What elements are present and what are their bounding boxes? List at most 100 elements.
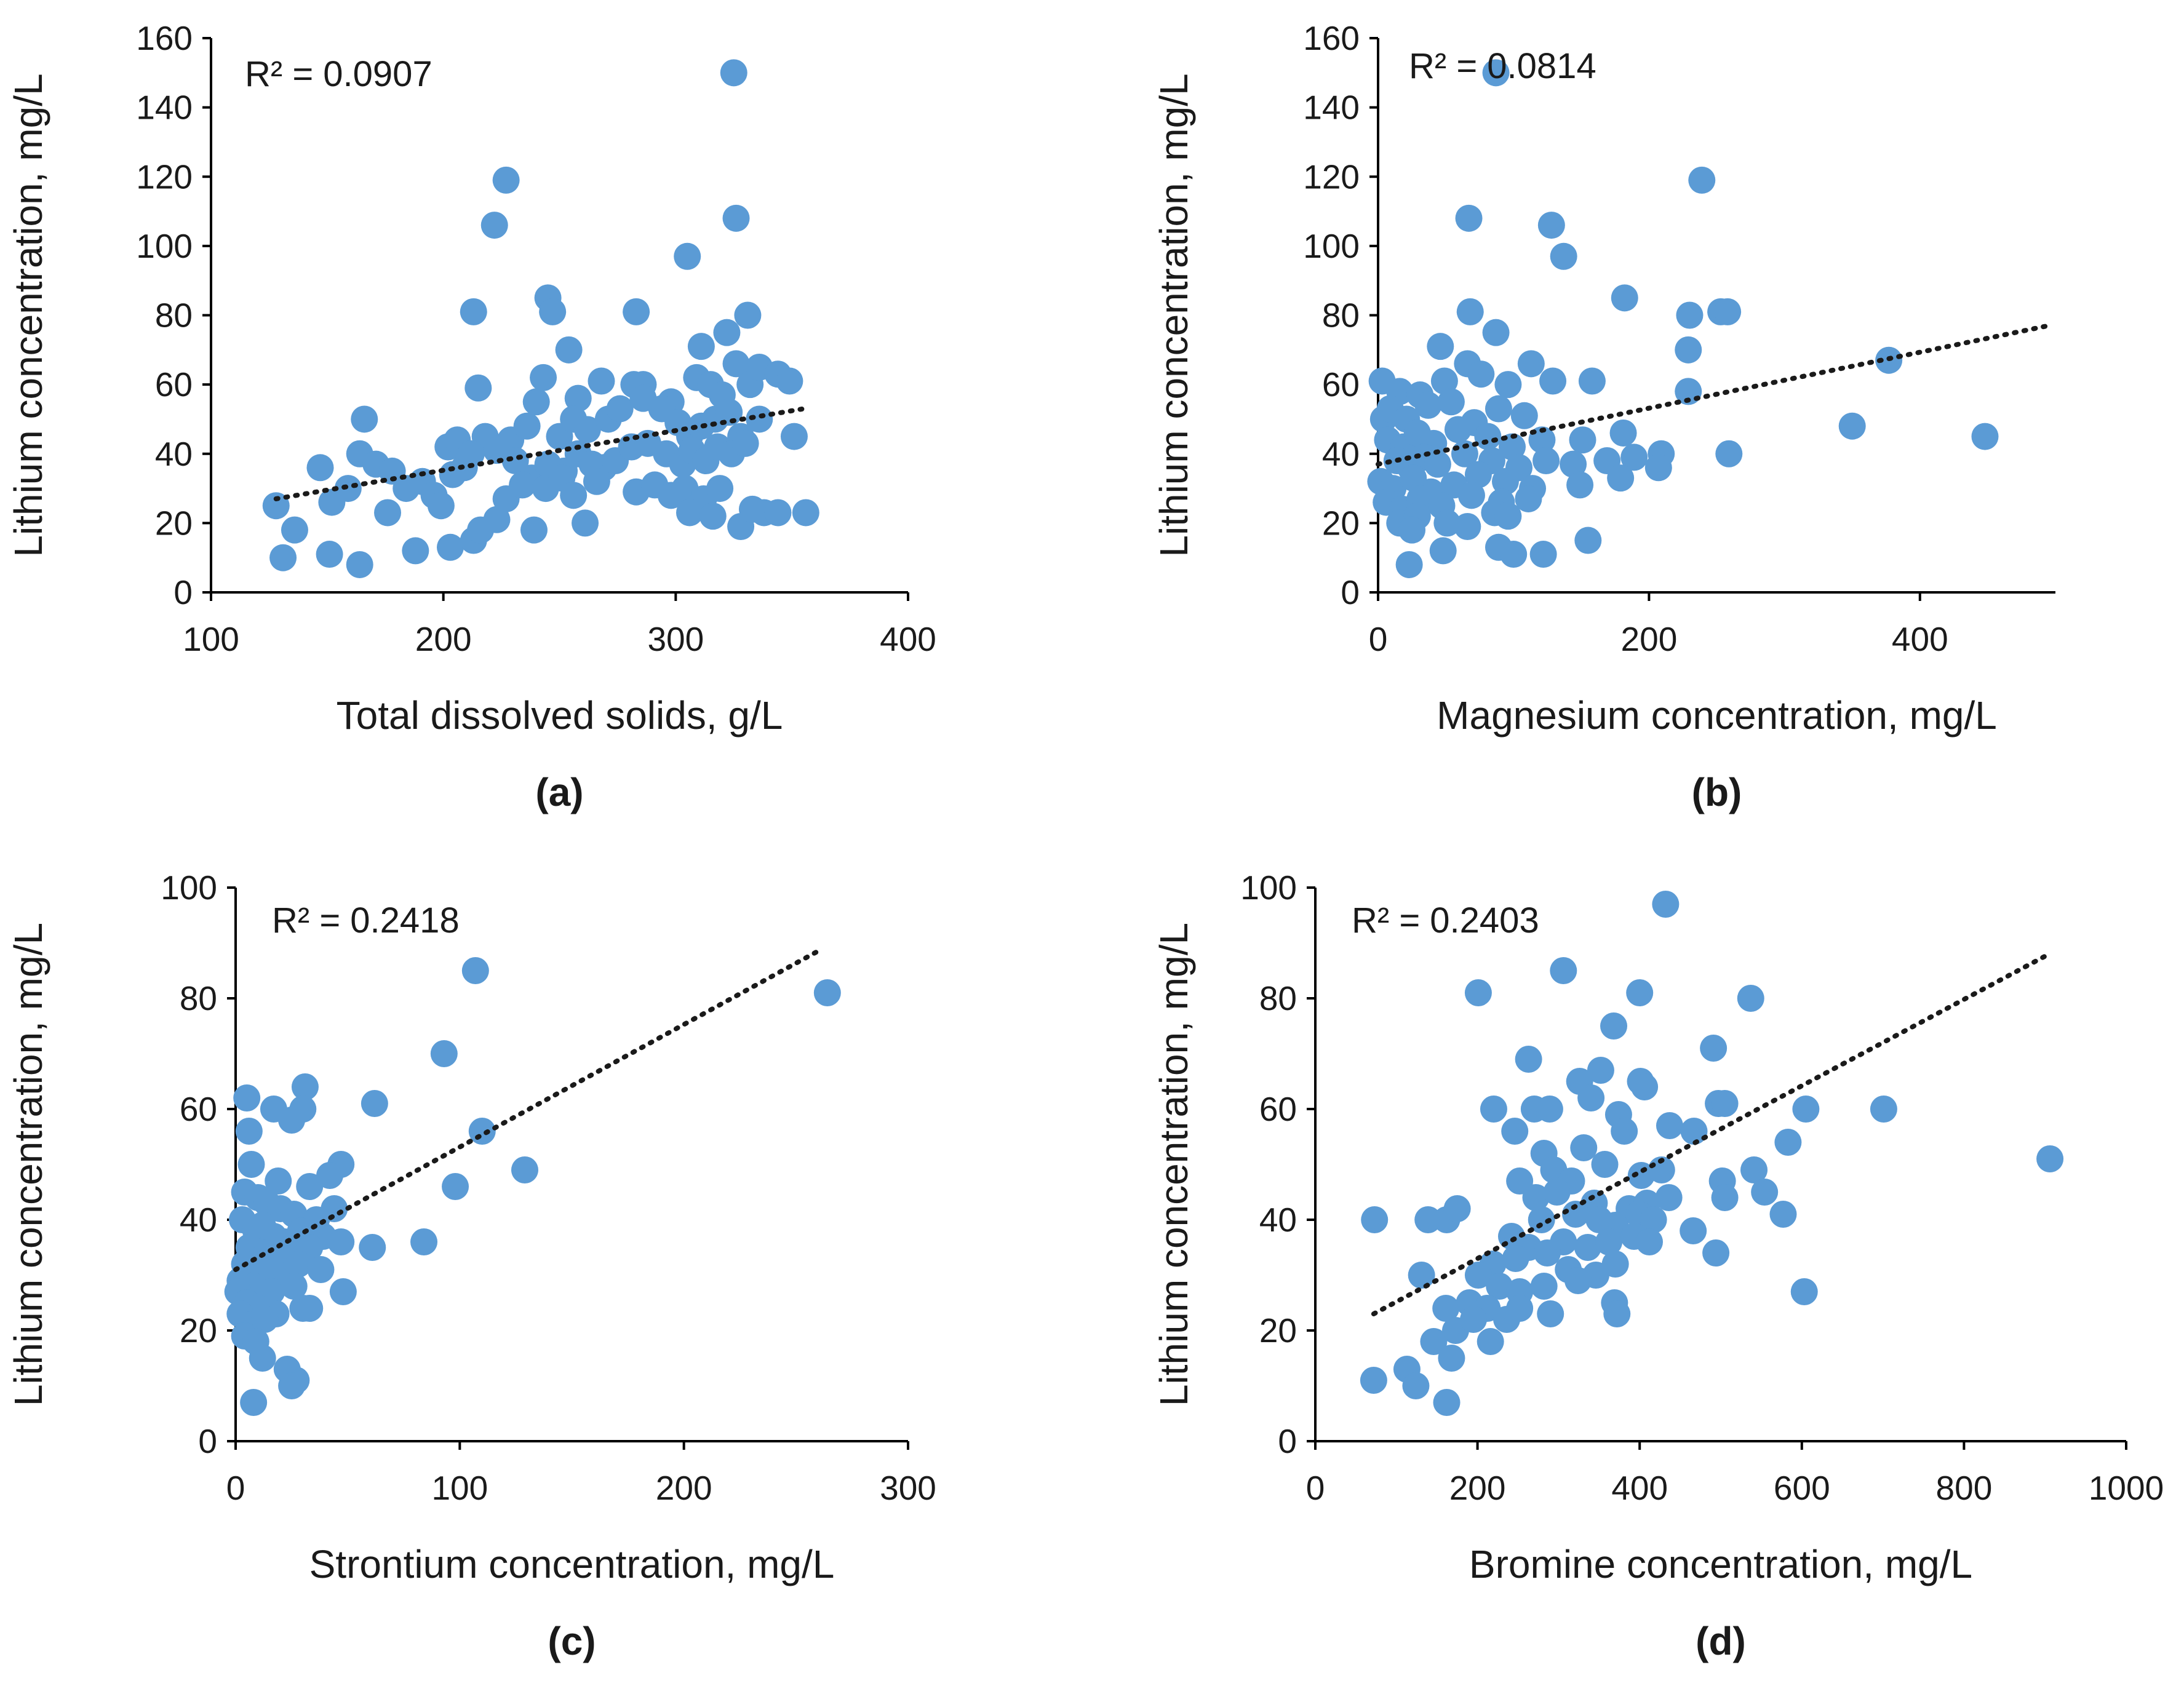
data-point bbox=[1532, 447, 1560, 475]
y-tick-label: 100 bbox=[161, 869, 217, 907]
data-point bbox=[583, 467, 610, 495]
data-point bbox=[316, 541, 343, 568]
y-tick-label: 80 bbox=[1259, 979, 1297, 1017]
data-point bbox=[1395, 551, 1423, 578]
data-point bbox=[1398, 516, 1426, 544]
data-point bbox=[1609, 419, 1637, 447]
data-point bbox=[1515, 485, 1542, 512]
data-point bbox=[1620, 443, 1648, 471]
data-point bbox=[501, 447, 529, 475]
data-point bbox=[1480, 1096, 1507, 1123]
data-point bbox=[513, 412, 541, 440]
data-point bbox=[1420, 1328, 1448, 1355]
data-point bbox=[1477, 1328, 1504, 1355]
x-tick-label: 300 bbox=[880, 1469, 936, 1507]
data-point bbox=[1444, 416, 1472, 443]
data-point bbox=[436, 533, 464, 561]
r-squared-annotation: R² = 0.2418 bbox=[272, 901, 460, 940]
data-point bbox=[306, 454, 334, 482]
data-point bbox=[720, 59, 747, 87]
data-point bbox=[606, 395, 634, 423]
data-point bbox=[1675, 336, 1702, 364]
data-point bbox=[1491, 467, 1519, 495]
data-point bbox=[327, 1228, 355, 1255]
data-point bbox=[1457, 482, 1485, 509]
data-point bbox=[776, 367, 803, 395]
y-tick-label: 80 bbox=[180, 979, 217, 1017]
data-point bbox=[402, 537, 429, 565]
x-tick-label: 600 bbox=[1774, 1469, 1830, 1507]
data-point bbox=[1591, 1151, 1619, 1178]
y-tick-label: 100 bbox=[136, 227, 193, 265]
data-point bbox=[699, 503, 727, 530]
data-point bbox=[1539, 367, 1567, 395]
data-point bbox=[1676, 301, 1704, 329]
data-point bbox=[1560, 450, 1587, 478]
data-point bbox=[1550, 242, 1577, 270]
data-point bbox=[792, 499, 819, 527]
data-point bbox=[334, 475, 362, 503]
x-tick-label: 300 bbox=[647, 620, 704, 658]
data-point bbox=[1494, 503, 1522, 530]
data-point bbox=[1361, 1206, 1389, 1233]
data-point bbox=[1427, 333, 1454, 360]
y-tick-label: 0 bbox=[1278, 1422, 1297, 1460]
data-point bbox=[1515, 1046, 1542, 1073]
data-point bbox=[262, 492, 290, 520]
data-point bbox=[361, 1090, 388, 1117]
data-point bbox=[269, 544, 297, 571]
data-point bbox=[1680, 1217, 1707, 1244]
data-point bbox=[1467, 360, 1495, 388]
data-point bbox=[1537, 1300, 1564, 1327]
trendline bbox=[273, 406, 807, 501]
y-tick-label: 40 bbox=[155, 435, 193, 473]
data-point bbox=[1506, 1167, 1534, 1195]
x-axis-title: Total dissolved solids, g/L bbox=[337, 693, 783, 738]
data-point bbox=[1601, 1251, 1629, 1278]
data-point bbox=[1464, 461, 1492, 488]
data-point bbox=[321, 1195, 348, 1222]
data-point bbox=[2036, 1145, 2064, 1172]
data-point bbox=[813, 979, 841, 1006]
data-point bbox=[509, 471, 536, 499]
y-axis-title: Lithium concentration, mg/L bbox=[6, 73, 50, 557]
data-point bbox=[1714, 298, 1742, 325]
data-point bbox=[1603, 1300, 1631, 1327]
y-tick-label: 160 bbox=[136, 19, 193, 57]
y-tick-label: 0 bbox=[198, 1422, 217, 1460]
data-point bbox=[461, 957, 489, 984]
data-point bbox=[430, 1040, 458, 1067]
data-point bbox=[780, 423, 808, 450]
data-point bbox=[1433, 509, 1461, 537]
data-point bbox=[240, 1389, 268, 1416]
data-point bbox=[1443, 1195, 1471, 1222]
data-point bbox=[1464, 1262, 1492, 1289]
x-tick-label: 400 bbox=[1611, 1469, 1668, 1507]
data-point bbox=[1715, 440, 1743, 467]
data-point bbox=[573, 416, 601, 443]
data-point bbox=[1631, 1073, 1659, 1100]
y-tick-label: 0 bbox=[173, 573, 193, 611]
data-point bbox=[374, 499, 402, 527]
y-tick-label: 120 bbox=[136, 157, 193, 196]
data-point bbox=[1562, 1201, 1590, 1228]
data-point bbox=[1644, 454, 1672, 482]
data-point bbox=[410, 1228, 438, 1255]
data-point bbox=[427, 492, 455, 520]
y-tick-label: 140 bbox=[1303, 89, 1360, 127]
data-point bbox=[1636, 1228, 1664, 1255]
data-point bbox=[291, 1073, 319, 1100]
data-point bbox=[1600, 1012, 1628, 1040]
data-point bbox=[588, 367, 615, 395]
data-point bbox=[1640, 1206, 1667, 1233]
data-point bbox=[285, 1251, 313, 1278]
data-point bbox=[1971, 423, 1999, 450]
data-point bbox=[251, 1306, 279, 1333]
data-point bbox=[1430, 367, 1458, 395]
data-point bbox=[237, 1151, 265, 1178]
data-point bbox=[1574, 1234, 1601, 1261]
data-point bbox=[564, 384, 592, 412]
data-point bbox=[734, 301, 762, 329]
